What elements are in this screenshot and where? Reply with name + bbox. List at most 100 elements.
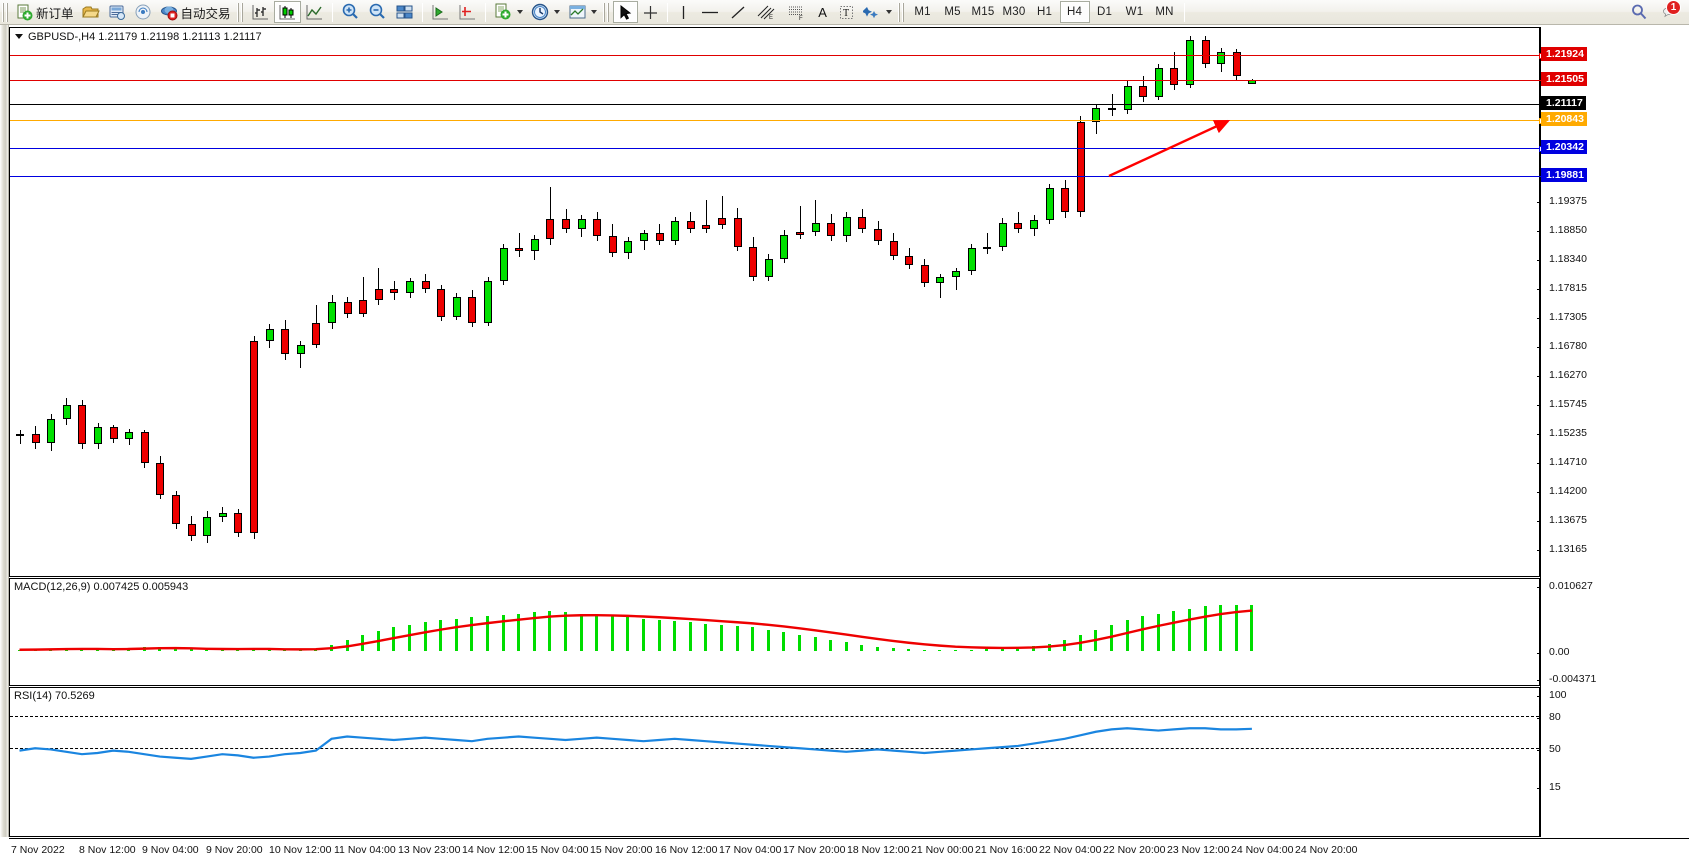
symbol-dropdown-caret[interactable] xyxy=(15,34,23,39)
candle xyxy=(78,399,87,450)
bar-chart-button[interactable] xyxy=(247,1,274,23)
candlestick-icon xyxy=(279,5,295,20)
level-line-pivot-orange[interactable] xyxy=(10,118,1545,124)
candle-body xyxy=(764,258,773,277)
level-line-support-lower[interactable] xyxy=(10,176,1541,177)
level-line-resistance-top[interactable] xyxy=(10,53,1545,59)
timeframe-h4-button[interactable]: H4 xyxy=(1059,1,1090,23)
signal-icon xyxy=(135,4,151,19)
timeframe-m5-button[interactable]: M5 xyxy=(944,6,961,18)
level-line-last-price[interactable] xyxy=(10,104,1541,105)
level-line-resistance-mid[interactable] xyxy=(10,80,1541,81)
equidistant-channel-button[interactable]: E xyxy=(752,1,782,23)
candle xyxy=(1232,48,1241,81)
line-chart-button[interactable] xyxy=(301,1,328,23)
macd-label: MACD(12,26,9) 0.007425 0.005943 xyxy=(14,581,189,593)
time-label: 23 Nov 12:00 xyxy=(1167,844,1230,856)
search-button[interactable] xyxy=(1626,1,1652,23)
svg-text:F: F xyxy=(799,16,803,21)
macd-bar xyxy=(751,627,755,651)
time-scale-axis[interactable]: 7 Nov 2022 8 Nov 12:00 9 Nov 04:00 9 Nov 20… xyxy=(9,838,1689,862)
candle xyxy=(234,508,243,538)
horizontal-line-button[interactable] xyxy=(695,1,725,23)
level-tag-resistance-top: 1.21924 xyxy=(1541,47,1587,61)
candle xyxy=(749,237,758,282)
macd-bar xyxy=(1156,613,1160,651)
candle-body xyxy=(1170,68,1179,85)
vertical-line-button[interactable] xyxy=(672,1,695,23)
timeframe-h1-button[interactable]: H1 xyxy=(1036,6,1053,18)
timeframe-d1-button[interactable]: D1 xyxy=(1096,6,1113,18)
tile-windows-button[interactable] xyxy=(391,1,418,23)
chevron-down-icon-4[interactable] xyxy=(885,10,892,14)
candle xyxy=(546,186,555,246)
chart-shift-button[interactable] xyxy=(454,1,481,23)
timeframe-w1-button[interactable]: W1 xyxy=(1125,6,1144,18)
toolbar-grip-3[interactable] xyxy=(602,2,610,22)
cursor-button[interactable] xyxy=(612,1,638,23)
toolbar-grip[interactable] xyxy=(2,2,9,22)
signal-button[interactable] xyxy=(130,1,156,23)
candle-body xyxy=(811,222,820,232)
timeframe-m30-button[interactable]: M30 xyxy=(1002,6,1026,18)
toolbar-grip-2[interactable] xyxy=(236,2,244,22)
price-scale-axis[interactable]: 1.19375 1.18850 1.18340 1.17815 1.17305 1.167… xyxy=(1536,27,1689,837)
toolbar-grip-4[interactable] xyxy=(897,2,905,22)
candle xyxy=(359,276,368,318)
indicators-button[interactable] xyxy=(490,1,527,23)
candle-body xyxy=(78,404,87,445)
candle-body xyxy=(16,434,24,437)
zoom-out-button[interactable] xyxy=(364,1,391,23)
candle-body xyxy=(281,329,290,355)
candle-wick xyxy=(939,273,941,298)
candle-body xyxy=(936,276,945,283)
level-tag-last-price: 1.21117 xyxy=(1541,96,1586,110)
candle-body xyxy=(920,264,929,283)
chevron-down-icon-2[interactable] xyxy=(553,10,560,14)
crosshair-button[interactable] xyxy=(638,1,663,23)
zoom-in-button[interactable] xyxy=(337,1,364,23)
candle xyxy=(952,267,960,290)
shapes-button[interactable] xyxy=(859,1,896,23)
macd-bar xyxy=(283,650,287,652)
candle xyxy=(624,237,633,259)
price-tick: 1.17815 xyxy=(1537,282,1587,294)
notification-button[interactable]: 1 xyxy=(1658,0,1681,22)
timeframe-m1-button[interactable]: M1 xyxy=(914,6,931,18)
candlestick-chart-button[interactable] xyxy=(273,1,301,23)
period-button[interactable] xyxy=(527,1,564,23)
folder-button[interactable] xyxy=(78,1,104,23)
scroll-end-button[interactable] xyxy=(427,1,454,23)
terminal-button[interactable] xyxy=(104,1,130,23)
new-order-button[interactable]: 新订单 xyxy=(12,1,78,23)
candle-body xyxy=(218,512,227,518)
candle-body xyxy=(296,344,305,355)
auto-trading-button[interactable]: 自动交易 xyxy=(156,1,235,23)
rsi-panel[interactable]: RSI(14) 70.5269 xyxy=(9,687,1540,837)
candle-body xyxy=(530,239,539,252)
timeframe-m15-button[interactable]: M15 xyxy=(971,6,995,18)
price-tick: 1.18340 xyxy=(1537,253,1587,265)
chevron-down-icon[interactable] xyxy=(516,10,523,14)
candle-body xyxy=(905,255,914,265)
text-label-button[interactable]: T xyxy=(834,1,859,23)
chart-vertical-scrollbar[interactable] xyxy=(0,25,9,837)
text-button[interactable]: A xyxy=(818,4,827,20)
candle xyxy=(1186,35,1194,88)
templates-button[interactable] xyxy=(564,1,601,23)
tile-windows-icon xyxy=(396,5,413,19)
chevron-down-icon-3[interactable] xyxy=(590,10,597,14)
candle-body xyxy=(733,217,742,247)
candle xyxy=(203,511,212,544)
macd-bar xyxy=(1141,616,1145,651)
candle-wick xyxy=(815,199,817,236)
candle xyxy=(983,233,992,254)
macd-panel[interactable]: MACD(12,26,9) 0.007425 0.005943 xyxy=(9,578,1540,686)
fibonacci-button[interactable]: F xyxy=(782,1,812,23)
time-label: 15 Nov 04:00 xyxy=(526,844,589,856)
price-chart-panel[interactable]: GBPUSD-,H4 1.21179 1.21198 1.21113 1.211… xyxy=(9,27,1545,577)
timeframe-mn-button[interactable]: MN xyxy=(1155,6,1174,18)
level-line-support-upper[interactable] xyxy=(10,146,1545,152)
trendline-button[interactable] xyxy=(725,1,752,23)
macd-bar xyxy=(595,614,599,651)
